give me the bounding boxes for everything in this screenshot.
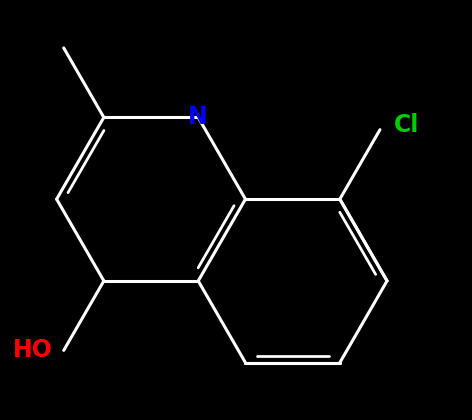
Text: N: N bbox=[188, 105, 208, 129]
Text: Cl: Cl bbox=[394, 113, 420, 137]
Text: HO: HO bbox=[13, 339, 52, 362]
